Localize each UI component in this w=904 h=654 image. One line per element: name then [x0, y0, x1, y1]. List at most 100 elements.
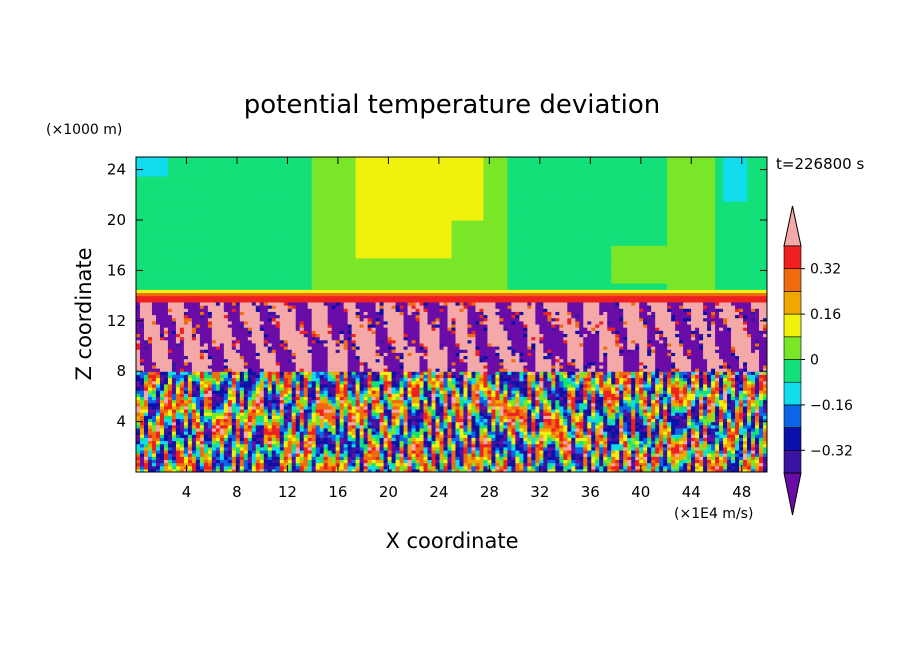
heatmap-cell — [175, 223, 181, 227]
heatmap-cell — [207, 251, 213, 256]
heatmap-cell — [179, 342, 185, 347]
heatmap-cell — [263, 368, 269, 372]
heatmap-cell — [175, 207, 181, 212]
heatmap-cell — [255, 182, 261, 186]
heatmap-cell — [267, 440, 273, 445]
heatmap-cell — [151, 213, 157, 218]
heatmap-cell — [231, 279, 237, 284]
heatmap-cell — [199, 427, 205, 432]
heatmap-cell — [203, 286, 209, 290]
heatmap-cell — [195, 446, 201, 451]
heatmap-cell — [211, 216, 217, 221]
heatmap-cell — [171, 459, 177, 464]
heatmap-cell — [136, 323, 141, 328]
heatmap-cell — [171, 182, 177, 186]
heatmap-cell — [163, 298, 169, 303]
heatmap-cell — [223, 289, 229, 294]
heatmap-cell — [259, 257, 265, 262]
heatmap-cell — [223, 283, 229, 287]
heatmap-cell — [239, 434, 245, 438]
heatmap-cell — [163, 468, 169, 472]
heatmap-cell — [183, 377, 189, 382]
heatmap-cell — [259, 361, 265, 366]
heatmap-cell — [199, 235, 205, 240]
heatmap-cell — [223, 191, 229, 196]
heatmap-cell — [223, 339, 229, 344]
heatmap-cell — [167, 226, 173, 231]
heatmap-cell — [183, 459, 189, 464]
heatmap-cell — [263, 468, 269, 472]
heatmap-cell — [155, 157, 161, 161]
heatmap-cell — [215, 308, 221, 312]
heatmap-cell — [215, 339, 221, 344]
heatmap-cell — [179, 295, 185, 300]
heatmap-cell — [171, 298, 177, 303]
heatmap-cell — [167, 327, 173, 331]
heatmap-cell — [167, 434, 173, 438]
heatmap-cell — [239, 427, 245, 432]
heatmap-cell — [215, 415, 221, 420]
heatmap-cell — [147, 393, 153, 397]
heatmap-cell — [243, 286, 249, 290]
heatmap-cell — [247, 421, 253, 426]
heatmap-cell — [215, 157, 221, 161]
heatmap-cell — [211, 358, 217, 363]
heatmap-cell — [136, 418, 141, 423]
heatmap-cell — [163, 361, 169, 366]
heatmap-cell — [139, 330, 145, 334]
heatmap-cell — [207, 254, 213, 259]
heatmap-cell — [155, 273, 161, 278]
heatmap-cell — [199, 361, 205, 366]
heatmap-cell — [175, 371, 181, 375]
heatmap-cell — [263, 415, 269, 420]
heatmap-cell — [219, 409, 225, 413]
heatmap-cell — [179, 446, 185, 451]
heatmap-cell — [167, 361, 173, 366]
heatmap-cell — [151, 166, 157, 171]
heatmap-cell — [255, 402, 261, 407]
heatmap-cell — [163, 251, 169, 256]
heatmap-cell — [159, 185, 165, 190]
heatmap-cell — [151, 210, 157, 215]
heatmap-cell — [263, 223, 269, 227]
heatmap-cell — [191, 191, 197, 196]
heatmap-cell — [247, 339, 253, 344]
heatmap-cell — [143, 223, 149, 227]
heatmap-cell — [136, 320, 141, 325]
heatmap-cell — [231, 286, 237, 290]
heatmap-cell — [219, 427, 225, 432]
heatmap-cell — [187, 323, 193, 328]
heatmap-cell — [136, 279, 141, 284]
heatmap-cell — [163, 349, 169, 353]
heatmap-cell — [143, 374, 149, 379]
heatmap-cell — [247, 204, 253, 208]
heatmap-cell — [207, 270, 213, 275]
heatmap-cell — [247, 415, 253, 420]
heatmap-cell — [159, 308, 165, 312]
heatmap-cell — [143, 157, 149, 161]
heatmap-cell — [147, 355, 153, 360]
heatmap-cell — [175, 390, 181, 394]
heatmap-cell — [235, 301, 241, 306]
heatmap-cell — [235, 223, 241, 227]
heatmap-cell — [199, 207, 205, 212]
heatmap-cell — [187, 415, 193, 420]
heatmap-cell — [191, 166, 197, 171]
heatmap-cell — [159, 427, 165, 432]
heatmap-cell — [255, 355, 261, 360]
heatmap-cell — [175, 358, 181, 363]
heatmap-cell — [259, 235, 265, 240]
heatmap-cell — [255, 396, 261, 401]
heatmap-cell — [187, 185, 193, 190]
heatmap-cell — [243, 169, 249, 174]
heatmap-cell — [139, 194, 145, 199]
heatmap-cell — [211, 377, 217, 382]
heatmap-cell — [199, 191, 205, 196]
heatmap-cell — [219, 418, 225, 423]
heatmap-cell — [195, 283, 201, 287]
heatmap-cell — [167, 412, 173, 416]
heatmap-cell — [239, 308, 245, 312]
heatmap-cell — [215, 207, 221, 212]
heatmap-cell — [235, 446, 241, 451]
heatmap-cell — [263, 179, 269, 183]
